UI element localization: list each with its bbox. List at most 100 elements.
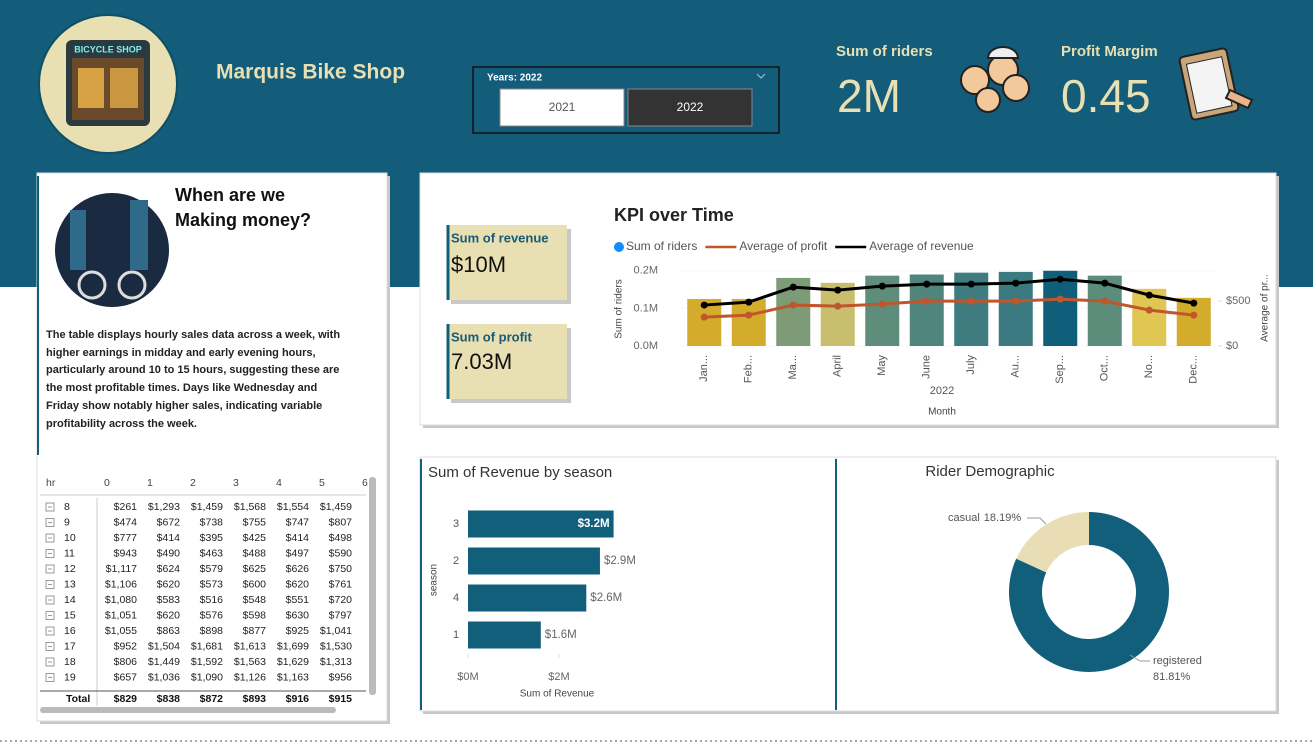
slicer-option[interactable]	[499, 88, 625, 127]
total-cell: $915	[329, 693, 353, 705]
cell: $576	[200, 609, 224, 621]
line-point	[1056, 295, 1064, 303]
bar	[1043, 270, 1078, 346]
story-image	[117, 270, 147, 300]
bar	[468, 547, 600, 575]
row-header: 8	[64, 501, 70, 513]
cell: $1,459	[320, 501, 352, 513]
cell: $590	[329, 547, 353, 559]
cell: $551	[286, 594, 310, 606]
cell: $498	[329, 532, 353, 544]
cell: $600	[243, 578, 267, 590]
slicer-option[interactable]	[627, 88, 753, 127]
leader-line	[1027, 517, 1047, 525]
cell: $761	[329, 578, 353, 590]
row-header: 15	[64, 609, 76, 621]
card-label: Sum of riders	[836, 43, 933, 60]
cell: $1,563	[234, 656, 266, 668]
logo-text: BICYCLE SHOP	[74, 44, 142, 54]
slice-value: 18.19%	[984, 512, 1022, 524]
cell: $579	[200, 563, 224, 575]
cell: $1,293	[148, 501, 180, 513]
cell: $1,126	[234, 671, 266, 683]
chart-title: Rider Demographic	[925, 463, 1055, 480]
line-point	[923, 280, 931, 288]
y2-tick-label: $500	[1226, 295, 1250, 307]
value-label: $2.9M	[604, 555, 636, 567]
y-tick-label: 1	[453, 629, 459, 641]
column-header: 1	[147, 477, 153, 489]
y-tick-label: 2	[453, 555, 459, 567]
cell: $1,313	[320, 656, 352, 668]
chart-title: Sum of Revenue by season	[428, 464, 612, 481]
bar	[468, 584, 587, 612]
donut-slice	[1016, 512, 1089, 573]
line-point	[1101, 297, 1109, 305]
line-point	[1145, 291, 1153, 299]
cell: $1,504	[148, 640, 180, 652]
slicer-option-label[interactable]: 2021	[549, 100, 576, 114]
slice-category: casual	[948, 512, 980, 524]
line-point	[1190, 299, 1198, 307]
cell: $898	[200, 625, 224, 637]
cell: $738	[200, 516, 224, 528]
cell: $1,554	[277, 501, 309, 513]
slicer-option-label[interactable]: 2022	[677, 100, 704, 114]
x-tick-label: Ma...	[787, 355, 799, 379]
card-value: $10M	[451, 252, 506, 277]
line-point	[878, 282, 886, 290]
cell: $797	[329, 609, 353, 621]
line-point	[1145, 306, 1153, 314]
cell: $1,090	[191, 671, 223, 683]
scrollbar[interactable]	[369, 477, 376, 695]
cell: $747	[286, 516, 310, 528]
total-cell: $829	[114, 693, 138, 705]
cell: $625	[243, 563, 267, 575]
row-header: 19	[64, 671, 76, 683]
donut-slice	[1008, 512, 1170, 672]
x-tick-label: Jan...	[698, 355, 710, 382]
y-tick-label: 0.2M	[634, 265, 658, 277]
value-label: $2.6M	[590, 592, 622, 604]
card-label: Sum of profit	[451, 329, 533, 344]
x-tick-label: No...	[1143, 355, 1155, 378]
cell: $516	[200, 594, 224, 606]
story-image	[130, 200, 148, 270]
x-group-label: 2022	[930, 385, 954, 397]
line-point	[745, 311, 753, 319]
cell: $488	[243, 547, 267, 559]
slicer-chevron[interactable]	[756, 73, 766, 79]
cell: $630	[286, 609, 310, 621]
line-point	[878, 300, 886, 308]
row-header: 10	[64, 532, 76, 544]
slicer	[472, 66, 780, 134]
x-tick-label: July	[965, 355, 977, 375]
legend-label: Sum of riders	[626, 239, 697, 253]
x-axis-label: Month	[928, 407, 956, 418]
story-title: When are we	[175, 185, 285, 205]
slicer-label: Years: 2022	[487, 73, 542, 84]
cell: $624	[157, 563, 181, 575]
x-tick-label: $0M	[457, 671, 478, 683]
line	[704, 277, 1195, 307]
bar	[468, 621, 541, 649]
card-value: 2M	[837, 70, 901, 122]
line-point	[1190, 311, 1198, 319]
line-point	[789, 283, 797, 291]
cell: $626	[286, 563, 310, 575]
cell: $1,163	[277, 671, 309, 683]
row-header: 13	[64, 578, 76, 590]
cell: $1,592	[191, 656, 223, 668]
scrollbar[interactable]	[40, 707, 336, 713]
leader-line	[1129, 654, 1150, 662]
x-tick-label: Dec...	[1188, 355, 1200, 384]
line-point	[923, 297, 931, 305]
card-label: Sum of revenue	[451, 230, 549, 245]
total-cell: $872	[200, 693, 224, 705]
cell: $598	[243, 609, 267, 621]
x-tick-label: Oct...	[1099, 355, 1111, 381]
cell: $1,106	[105, 578, 137, 590]
line-point	[1101, 279, 1109, 287]
cell: $1,568	[234, 501, 266, 513]
cell: $497	[286, 547, 310, 559]
